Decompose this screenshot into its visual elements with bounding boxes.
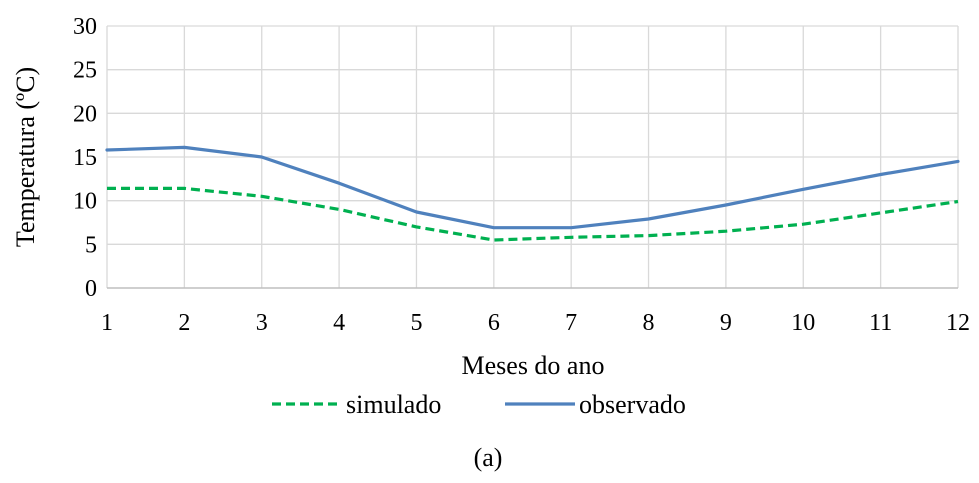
series-lines (105, 145, 960, 242)
series-line-observado (105, 145, 960, 230)
figure-caption: (a) (474, 443, 503, 472)
x-tick-label: 4 (333, 310, 345, 336)
x-tick-label: 6 (488, 310, 500, 336)
series-line-simulado (107, 186, 959, 242)
gridlines (106, 25, 959, 288)
x-tick-label: 3 (256, 310, 268, 336)
legend-label-simulado: simulado (346, 390, 441, 419)
legend: simulado observado (272, 390, 686, 419)
x-tick-label: 9 (720, 310, 732, 336)
x-tick-label: 10 (791, 310, 815, 336)
y-tick-label: 20 (73, 101, 97, 127)
y-tick-label: 15 (73, 145, 97, 171)
x-axis-title: Meses do ano (462, 351, 605, 380)
y-axis-title: Temperatura (ºC) (11, 67, 40, 247)
x-tick-label: 5 (410, 310, 422, 336)
y-tick-label: 10 (73, 189, 97, 215)
y-tick-label: 30 (73, 14, 97, 40)
y-tick-label: 0 (85, 276, 97, 302)
x-tick-label: 8 (643, 310, 655, 336)
x-tick-label: 12 (946, 310, 970, 336)
y-tick-label: 25 (73, 58, 97, 84)
x-tick-label: 11 (869, 310, 892, 336)
x-tick-label: 2 (178, 310, 190, 336)
legend-label-observado: observado (579, 390, 686, 419)
x-tick-label: 1 (101, 310, 113, 336)
y-tick-label: 5 (85, 232, 97, 258)
x-tick-label: 7 (565, 310, 577, 336)
